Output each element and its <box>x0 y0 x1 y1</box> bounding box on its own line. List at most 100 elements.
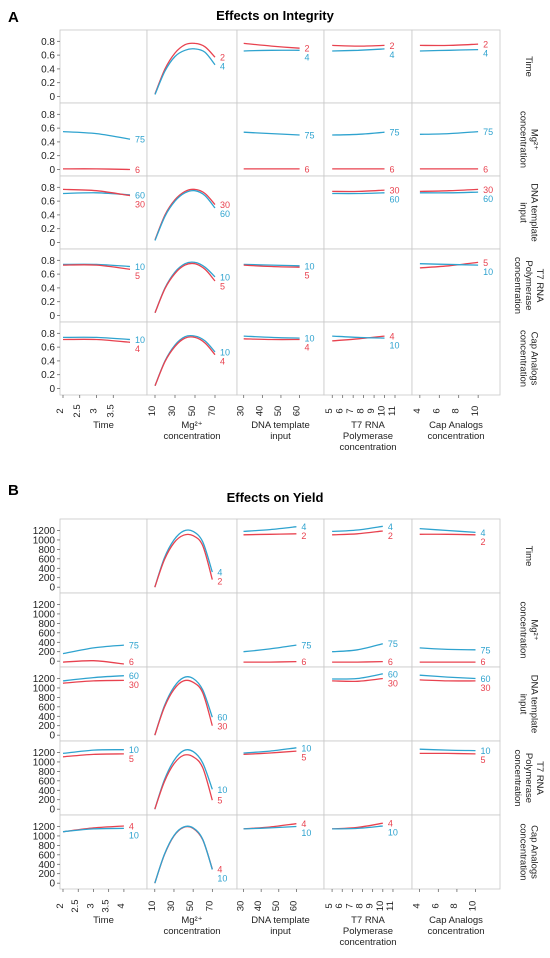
y-tick-label: 200 <box>38 721 55 732</box>
cell-frame <box>411 102 501 177</box>
cell-time-vs-mg: 24 <box>146 29 238 104</box>
cell-frame <box>411 592 501 668</box>
y-tick-label: 1200 <box>33 600 56 611</box>
level-label: 10 <box>135 335 145 345</box>
row-label-line: DNA template <box>529 183 540 242</box>
series-line-level-10 <box>243 825 297 830</box>
level-label: 10 <box>220 347 230 357</box>
level-label: 75 <box>135 135 145 145</box>
cell-frame <box>236 666 325 742</box>
level-label: 30 <box>220 200 230 210</box>
level-label: 5 <box>135 271 140 281</box>
cell-frame <box>411 248 501 323</box>
x-tick-label: 5 <box>324 903 335 908</box>
x-tick-label: 70 <box>204 901 215 912</box>
series-line-level-4 <box>332 48 385 52</box>
level-label: 6 <box>129 657 134 667</box>
level-label: 10 <box>301 743 311 753</box>
series-line-level-60 <box>419 191 479 194</box>
x-axis-label-line: Polymerase <box>343 926 393 937</box>
cell-frame <box>323 666 413 742</box>
cell-time-vs-dna: 24 <box>236 29 325 104</box>
level-label: 2 <box>301 531 306 541</box>
level-label: 5 <box>481 755 486 765</box>
cell-frame <box>411 321 501 396</box>
x-tick-label: 50 <box>185 901 196 912</box>
level-label: 30 <box>483 185 493 195</box>
row-label-mg: Mg²⁺concentration <box>518 601 540 658</box>
level-label: 60 <box>220 209 230 219</box>
x-tick-label: 50 <box>187 406 198 417</box>
y-tick-label: 200 <box>38 795 55 806</box>
x-tick-label: 3 <box>89 408 100 413</box>
cell-time-vs-time <box>59 29 148 104</box>
x-axis-mg: 10 30 50 70 <box>147 395 218 416</box>
y-tick-label: 1200 <box>33 822 56 833</box>
y-tick-label: 0 <box>49 238 55 249</box>
series-line-level-60 <box>332 673 383 680</box>
x-axis-label-line: input <box>270 926 291 937</box>
y-tick-label: 1200 <box>33 748 56 759</box>
level-label: 4 <box>135 344 140 354</box>
level-label: 4 <box>301 819 306 829</box>
level-label: 75 <box>481 645 491 655</box>
level-label: 30 <box>388 678 398 688</box>
cell-frame <box>236 248 325 323</box>
y-tick-label: 1000 <box>33 683 56 694</box>
x-tick-label: 70 <box>207 406 218 417</box>
cell-cap-vs-cap <box>411 814 501 890</box>
cell-frame <box>236 102 325 177</box>
series-line-level-2 <box>332 44 385 47</box>
y-tick-label: 0.6 <box>41 270 55 281</box>
series-line-level-4 <box>62 338 131 343</box>
x-tick-label: 10 <box>470 406 481 417</box>
level-label: 4 <box>217 865 222 875</box>
y-axis-row-t7: 0 0.2 0.4 0.6 0.8 <box>41 256 60 322</box>
y-tick-label: 800 <box>38 767 55 778</box>
row-label-line: DNA template <box>529 675 540 734</box>
series-line-level-10 <box>243 263 300 267</box>
x-tick-label: 6 <box>335 408 346 413</box>
cell-frame <box>323 321 413 396</box>
level-label: 60 <box>483 194 493 204</box>
row-label-line: Cap Analogs <box>529 332 540 386</box>
series-line-level-10 <box>419 748 476 752</box>
x-tick-label: 30 <box>166 901 177 912</box>
row-label-time: Time <box>523 56 534 77</box>
series-line-level-75 <box>419 130 479 135</box>
y-tick-label: 0 <box>49 583 55 594</box>
x-tick-label: 6 <box>334 903 345 908</box>
series-line-level-75 <box>62 130 131 140</box>
series-line-level-5 <box>243 264 300 268</box>
series-line-level-30 <box>62 188 131 197</box>
panel-b-title: Effects on Yield <box>227 490 324 505</box>
cell-dna-vs-dna <box>236 175 325 250</box>
x-axis-t7: 5 6 7 8 9 10 11 <box>324 395 398 416</box>
level-label: 60 <box>390 195 400 205</box>
cell-time-vs-cap: 42 <box>411 518 501 594</box>
series-line-level-5 <box>62 264 131 270</box>
y-tick-label: 0 <box>49 384 55 395</box>
series-line-level-4 <box>332 335 385 342</box>
x-tick-label: 4 <box>116 903 127 908</box>
level-label: 5 <box>129 754 134 764</box>
y-tick-label: 400 <box>38 860 55 871</box>
series-line-level-30 <box>332 189 385 193</box>
level-label: 30 <box>390 186 400 196</box>
y-tick-label: 800 <box>38 693 55 704</box>
panel-a-letter: A <box>8 9 19 26</box>
cell-t7-vs-time: 105 <box>59 740 148 816</box>
series-line-level-6 <box>332 660 383 663</box>
y-tick-label: 200 <box>38 573 55 584</box>
y-tick-label: 1000 <box>33 831 56 842</box>
y-tick-label: 400 <box>38 712 55 723</box>
row-label-mg: Mg²⁺concentration <box>518 111 540 168</box>
cell-t7-vs-mg: 105 <box>146 740 238 816</box>
level-label: 4 <box>301 522 306 532</box>
cell-frame <box>411 518 501 594</box>
